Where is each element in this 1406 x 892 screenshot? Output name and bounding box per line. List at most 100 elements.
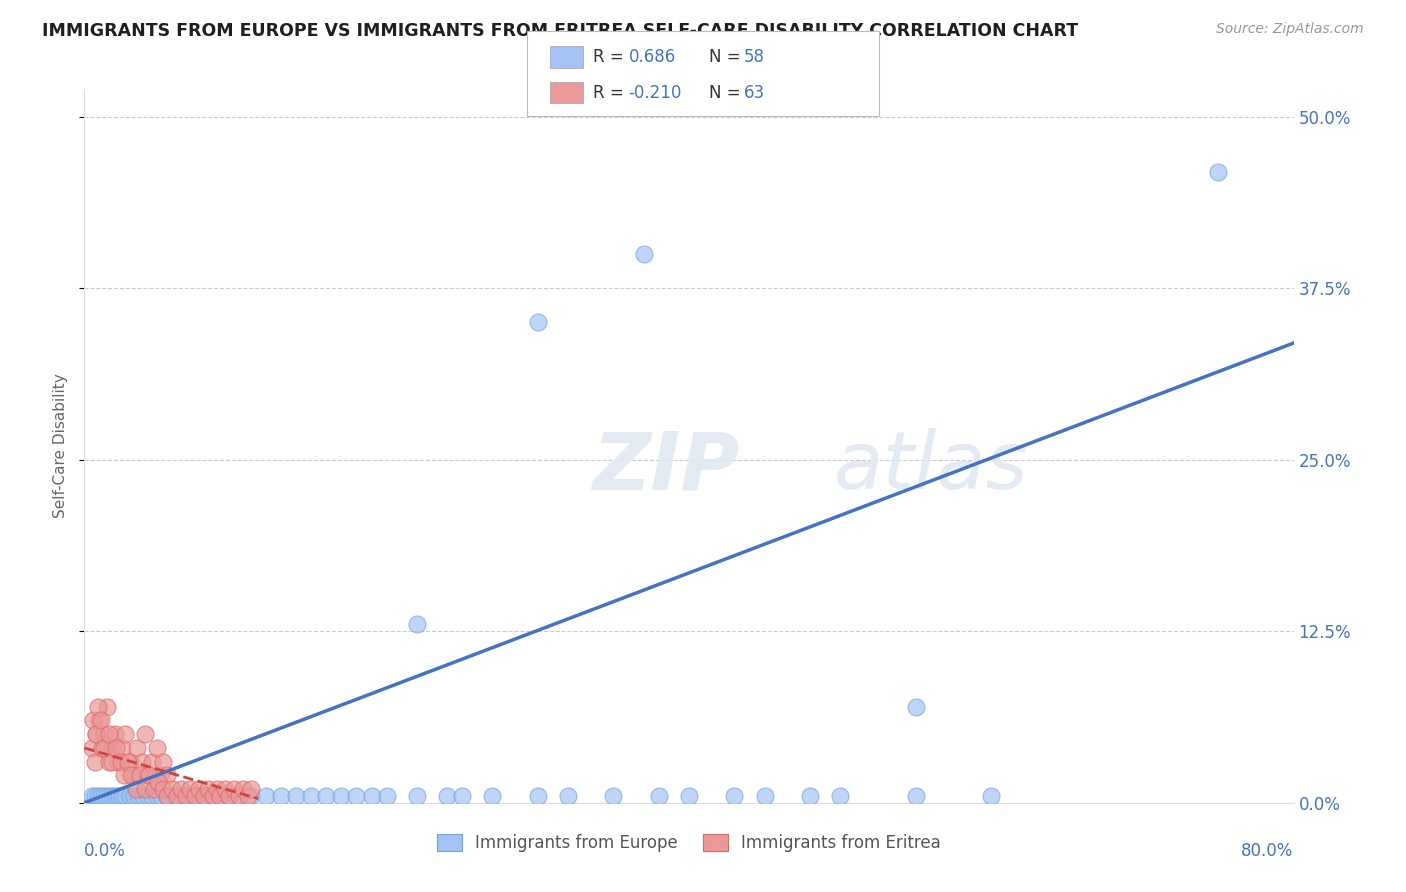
Text: Source: ZipAtlas.com: Source: ZipAtlas.com [1216, 22, 1364, 37]
Text: N =: N = [709, 48, 745, 66]
Point [723, 789, 745, 803]
Y-axis label: Self-Care Disability: Self-Care Disability [53, 374, 69, 518]
Point [904, 699, 927, 714]
Point [108, 789, 131, 803]
Point [193, 789, 215, 803]
Point [80, 740, 103, 755]
Point [146, 740, 169, 755]
Point [131, 755, 153, 769]
Point [114, 727, 136, 741]
Point [217, 789, 239, 803]
Point [148, 775, 170, 789]
Point [129, 768, 152, 782]
Point [375, 789, 398, 803]
Point [138, 768, 160, 782]
Point [105, 740, 128, 755]
Point [754, 789, 776, 803]
Point [127, 740, 149, 755]
Point [633, 247, 655, 261]
Point [236, 789, 259, 803]
Point [101, 789, 124, 803]
Point [254, 789, 277, 803]
Point [527, 316, 550, 330]
Point [84, 789, 107, 803]
Text: R =: R = [593, 84, 630, 102]
Point [201, 789, 224, 803]
Point [142, 782, 165, 797]
Point [110, 755, 132, 769]
Point [228, 789, 250, 803]
Point [87, 789, 110, 803]
Point [222, 782, 245, 797]
Point [156, 789, 179, 803]
Point [179, 782, 201, 797]
Point [360, 789, 382, 803]
Point [96, 699, 118, 714]
Point [125, 782, 148, 797]
Text: 58: 58 [744, 48, 765, 66]
Point [481, 789, 503, 803]
Point [80, 789, 103, 803]
Point [134, 727, 156, 741]
Text: 63: 63 [744, 84, 765, 102]
Point [91, 740, 114, 755]
Point [104, 727, 127, 741]
Point [678, 789, 700, 803]
Point [128, 789, 150, 803]
Point [209, 789, 232, 803]
Point [89, 714, 111, 728]
Point [121, 768, 143, 782]
Point [209, 789, 232, 803]
Point [830, 789, 852, 803]
Point [141, 755, 163, 769]
Point [648, 789, 671, 803]
Point [183, 789, 205, 803]
Point [111, 740, 134, 755]
Point [436, 789, 458, 803]
Point [197, 782, 219, 797]
Point [346, 789, 368, 803]
Point [299, 789, 322, 803]
Text: -0.210: -0.210 [628, 84, 682, 102]
Point [188, 782, 211, 797]
Text: 0.686: 0.686 [628, 48, 676, 66]
Text: 80.0%: 80.0% [1241, 842, 1294, 860]
Point [160, 782, 183, 797]
Point [239, 782, 262, 797]
Point [141, 789, 163, 803]
Point [120, 768, 142, 782]
Point [93, 789, 115, 803]
Point [136, 768, 159, 782]
Point [111, 789, 134, 803]
Point [97, 727, 120, 741]
Point [122, 789, 145, 803]
Point [194, 789, 217, 803]
Text: R =: R = [593, 48, 630, 66]
Point [152, 782, 174, 797]
Point [86, 727, 108, 741]
Point [87, 699, 110, 714]
Legend: Immigrants from Europe, Immigrants from Eritrea: Immigrants from Europe, Immigrants from … [430, 827, 948, 859]
Point [225, 789, 247, 803]
Text: ZIP: ZIP [592, 428, 740, 507]
Point [150, 789, 173, 803]
Point [406, 789, 429, 803]
Point [118, 755, 141, 769]
Point [315, 789, 337, 803]
Point [93, 740, 115, 755]
Point [330, 789, 353, 803]
Point [406, 617, 429, 632]
Point [97, 755, 120, 769]
Point [146, 789, 169, 803]
Point [214, 782, 236, 797]
Text: IMMIGRANTS FROM EUROPE VS IMMIGRANTS FROM ERITREA SELF-CARE DISABILITY CORRELATI: IMMIGRANTS FROM EUROPE VS IMMIGRANTS FRO… [42, 22, 1078, 40]
Point [118, 789, 141, 803]
Point [201, 789, 224, 803]
Point [602, 789, 624, 803]
Text: N =: N = [709, 84, 745, 102]
Point [179, 789, 201, 803]
Point [170, 782, 193, 797]
Point [232, 782, 254, 797]
Point [93, 727, 115, 741]
Point [105, 789, 128, 803]
